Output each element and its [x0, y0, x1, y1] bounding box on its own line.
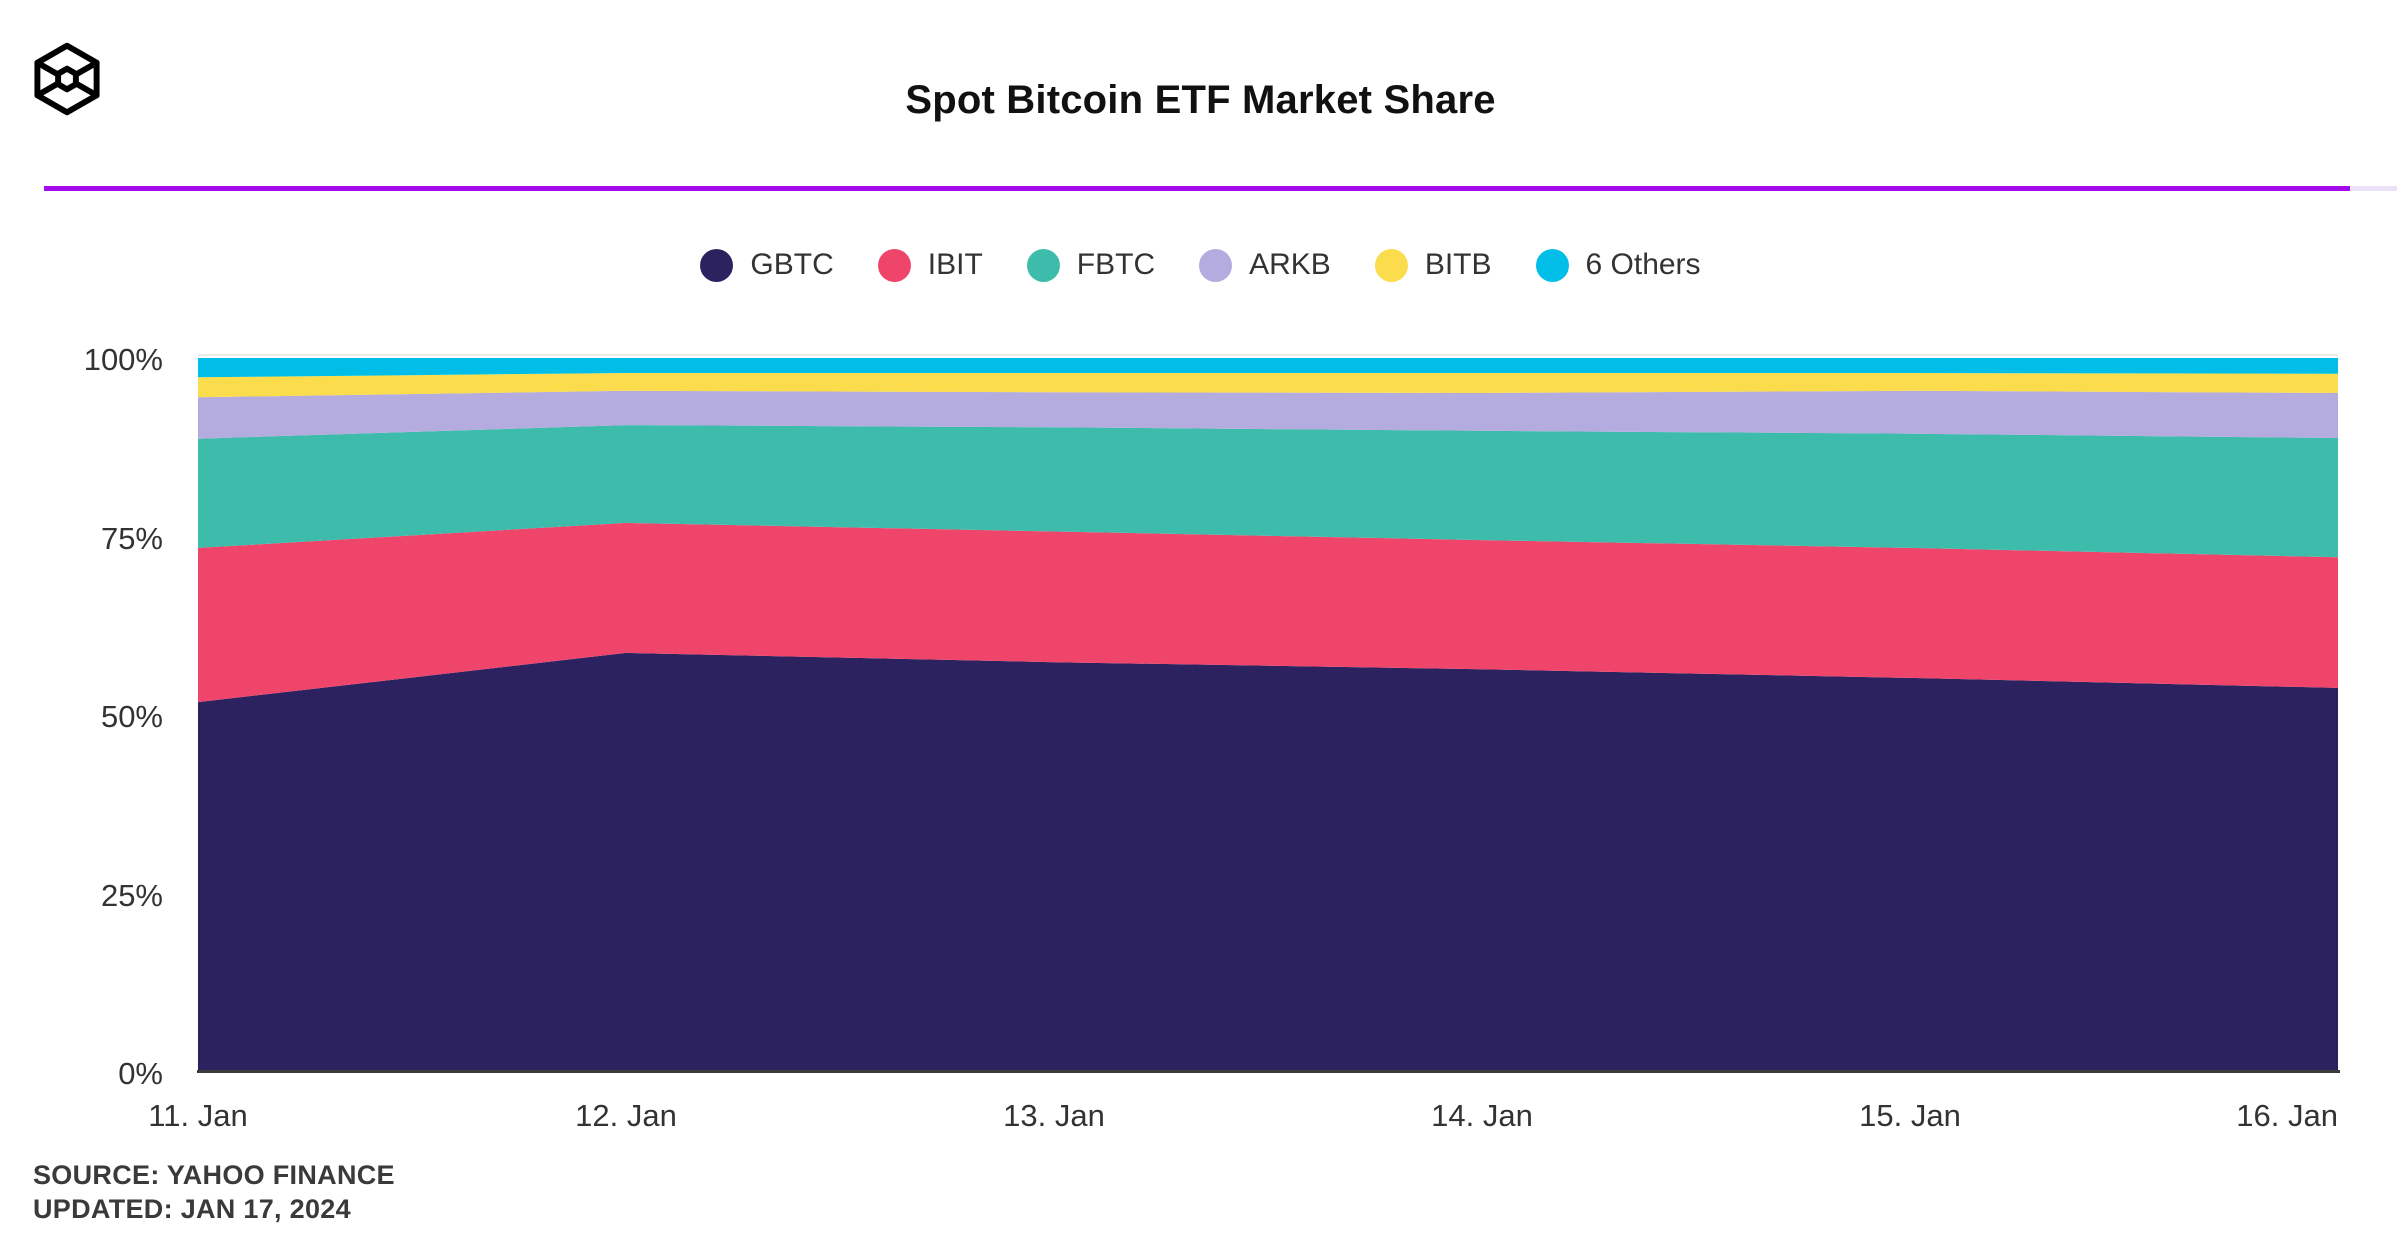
- page-title: Spot Bitcoin ETF Market Share: [905, 78, 1496, 122]
- x-tick-label: 14. Jan: [1431, 1098, 1533, 1133]
- legend-item-arkb[interactable]: ARKB: [1199, 248, 1331, 282]
- area-6-others: [198, 358, 2338, 378]
- area-ibit: [198, 522, 2338, 703]
- legend-marker-icon: [1374, 248, 1408, 282]
- legend-item-fbtc[interactable]: FBTC: [1026, 248, 1156, 282]
- legend-label: BITB: [1424, 248, 1492, 281]
- legend-item-bitb[interactable]: BITB: [1374, 248, 1492, 282]
- chart-legend: GBTC IBIT FBTC ARKB BITB 6 Others: [0, 248, 2401, 282]
- x-tick-label: 15. Jan: [1859, 1098, 1961, 1133]
- stacked-area-plot: [198, 358, 2338, 1072]
- legend-item-gbtc[interactable]: GBTC: [700, 248, 834, 282]
- divider-line: [44, 186, 2350, 191]
- y-tick-label: 100%: [83, 342, 163, 377]
- source-note: SOURCE: YAHOO FINANCE UPDATED: JAN 17, 2…: [33, 1158, 395, 1226]
- legend-label: 6 Others: [1585, 248, 1701, 281]
- x-tick-label: 13. Jan: [1003, 1098, 1105, 1133]
- x-tick-label: 11. Jan: [148, 1098, 248, 1133]
- source-line: SOURCE: YAHOO FINANCE: [33, 1160, 395, 1190]
- legend-marker-icon: [1199, 248, 1233, 282]
- legend-item-6-others[interactable]: 6 Others: [1535, 248, 1701, 282]
- legend-marker-icon: [1026, 248, 1060, 282]
- legend-marker-icon: [700, 248, 734, 282]
- divider-track: [44, 186, 2397, 191]
- x-axis-line: [197, 1070, 2340, 1073]
- x-axis-labels: 11. Jan 12. Jan 13. Jan 14. Jan 15. Jan 16. J…: [148, 1098, 2338, 1138]
- updated-line: UPDATED: JAN 17, 2024: [33, 1194, 351, 1224]
- legend-label: ARKB: [1249, 248, 1331, 281]
- y-tick-label: 0%: [118, 1056, 163, 1091]
- x-tick-label: 12. Jan: [575, 1098, 677, 1133]
- x-tick-label: 16. Jan: [2236, 1098, 2338, 1133]
- cube-logo-icon: [30, 42, 104, 116]
- stacked-area-svg: [198, 358, 2338, 1072]
- y-axis-labels: 100% 75% 50% 25% 0%: [0, 342, 163, 1091]
- legend-label: FBTC: [1076, 248, 1156, 281]
- area-gbtc: [198, 652, 2338, 1072]
- y-tick-label: 75%: [100, 520, 163, 556]
- legend-label: IBIT: [927, 248, 983, 281]
- area-bitb: [198, 373, 2338, 398]
- legend-marker-icon: [877, 248, 911, 282]
- y-tick-label: 50%: [100, 699, 163, 734]
- legend-item-ibit[interactable]: IBIT: [877, 248, 983, 282]
- legend-label: GBTC: [750, 248, 834, 281]
- legend-marker-icon: [1535, 248, 1569, 282]
- y-tick-label: 25%: [100, 877, 163, 913]
- gridline-100pct: [198, 354, 2338, 356]
- area-arkb: [198, 390, 2338, 439]
- area-fbtc: [198, 425, 2338, 558]
